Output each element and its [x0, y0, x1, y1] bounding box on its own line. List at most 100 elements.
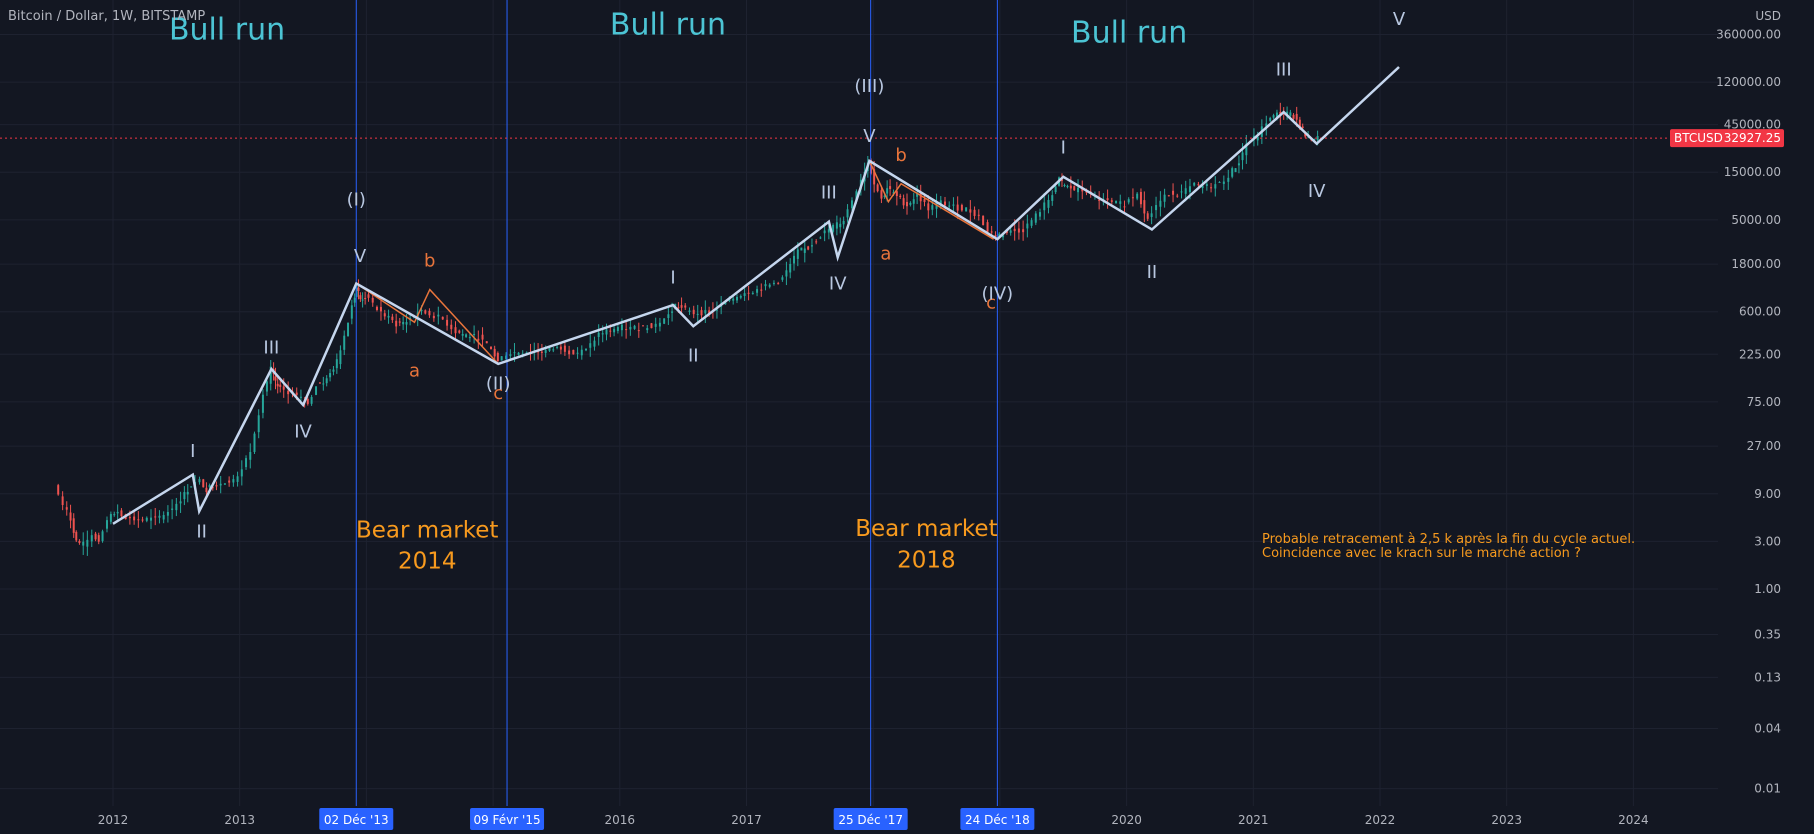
date-marker-tag[interactable]	[470, 808, 545, 830]
candle-body	[777, 283, 780, 285]
candle-body	[1119, 201, 1122, 204]
candle-body	[371, 297, 374, 303]
grid	[0, 0, 1718, 806]
candle-body	[601, 333, 604, 335]
wave-label: IV	[1308, 181, 1326, 202]
candle-body	[162, 515, 165, 520]
candle-body	[724, 302, 727, 305]
candle-body	[589, 343, 592, 348]
price-tick-label: 0.01	[1754, 782, 1781, 796]
candle-body	[1013, 228, 1016, 232]
bear-market-label: Bear market	[356, 517, 498, 543]
candle-body	[154, 516, 157, 518]
candle-body	[1123, 206, 1126, 208]
candle-body	[1043, 202, 1046, 211]
candle-body	[133, 516, 136, 521]
bear-market-label: Bear market	[855, 516, 997, 542]
candle-body	[1234, 168, 1237, 173]
price-tick-label: 1.00	[1754, 582, 1781, 596]
price-tick-label: 15000.00	[1724, 165, 1781, 179]
candle-body	[437, 314, 440, 317]
date-marker-tag[interactable]	[960, 808, 1035, 830]
candle-body	[295, 392, 298, 395]
candle-body	[505, 355, 508, 359]
candle-body	[1155, 205, 1158, 211]
candle-body	[405, 322, 408, 325]
candle-body	[150, 517, 153, 521]
candle-body	[325, 378, 328, 384]
candle-body	[335, 359, 338, 369]
candle-body	[465, 334, 468, 337]
time-tick-label: 2024	[1618, 813, 1649, 827]
date-marker-label: 25 Déc '17	[838, 813, 903, 827]
correction-label: b	[895, 145, 906, 166]
candle-body	[1115, 200, 1118, 204]
candle-body	[1054, 186, 1057, 193]
candle-body	[663, 318, 666, 324]
candle-body	[113, 514, 116, 516]
candle-body	[613, 328, 616, 333]
candle-body	[1110, 200, 1113, 202]
candle-body	[1295, 113, 1298, 120]
candle-body	[343, 335, 346, 350]
candle-body	[965, 207, 968, 212]
time-axis[interactable]: 2012 2013 2016 2017 2020 2021 2022 2023 2024 02 D…	[98, 808, 1649, 830]
candle-body	[563, 345, 566, 352]
candle-body	[116, 511, 119, 514]
candle-body	[905, 201, 908, 207]
candle-body	[540, 351, 543, 353]
candle-body	[489, 346, 492, 349]
wave-labels: IIIIIIIVV(I)bac(II)IIIIIIIVV(III)bac(IV)…	[190, 9, 1406, 542]
candle-body	[605, 329, 608, 335]
candle-body	[350, 305, 353, 319]
candle-body	[1039, 212, 1042, 217]
candle-body	[109, 514, 112, 522]
candle-body	[677, 307, 680, 309]
candle-body	[919, 193, 922, 202]
candle-body	[552, 349, 555, 351]
candle-body	[274, 376, 277, 381]
candle-body	[1275, 112, 1278, 118]
candle-body	[441, 316, 444, 320]
candle-body	[402, 322, 405, 325]
candle-body	[883, 195, 886, 197]
candle-body	[982, 215, 985, 226]
candle-body	[219, 483, 222, 486]
correction-abc-2018	[868, 160, 994, 240]
candle-body	[760, 289, 763, 291]
wave-label: IV	[829, 274, 847, 295]
candle-body	[141, 519, 144, 521]
candle-body	[1227, 177, 1230, 182]
candle-body	[927, 203, 930, 211]
candle-body	[282, 386, 285, 390]
candle-body	[747, 292, 750, 294]
candle-body	[496, 352, 499, 362]
candle-body	[61, 496, 64, 505]
candle-body	[158, 515, 161, 518]
price-tick-label: 3.00	[1754, 534, 1781, 548]
candle-body	[815, 241, 818, 243]
candle-body	[1106, 198, 1109, 201]
candle-body	[568, 350, 571, 355]
date-marker-tag[interactable]	[319, 808, 394, 830]
candle-body	[339, 350, 342, 365]
candle-body	[145, 517, 148, 521]
wave-label: IV	[294, 421, 312, 442]
time-tick-label: 2020	[1111, 813, 1142, 827]
price-axis[interactable]: USD 360000.00 120000.00 45000.00 15000.00 50…	[1716, 9, 1781, 796]
candle-body	[432, 315, 435, 319]
candle-body	[1313, 139, 1316, 141]
candle-body	[839, 223, 842, 228]
candle-body	[743, 293, 746, 296]
candle-body	[517, 352, 520, 355]
note-line-2: Coincidence avec le krach sur le marché …	[1262, 546, 1581, 561]
candle-body	[1245, 143, 1248, 156]
analysis-note: Probable retracement à 2,5 k après la fi…	[1262, 532, 1635, 561]
date-marker-label: 24 Déc '18	[965, 813, 1030, 827]
candle-body	[1047, 199, 1050, 208]
wave-label: V	[354, 246, 367, 267]
candle-body	[873, 169, 876, 185]
date-marker-tag[interactable]	[833, 808, 908, 830]
